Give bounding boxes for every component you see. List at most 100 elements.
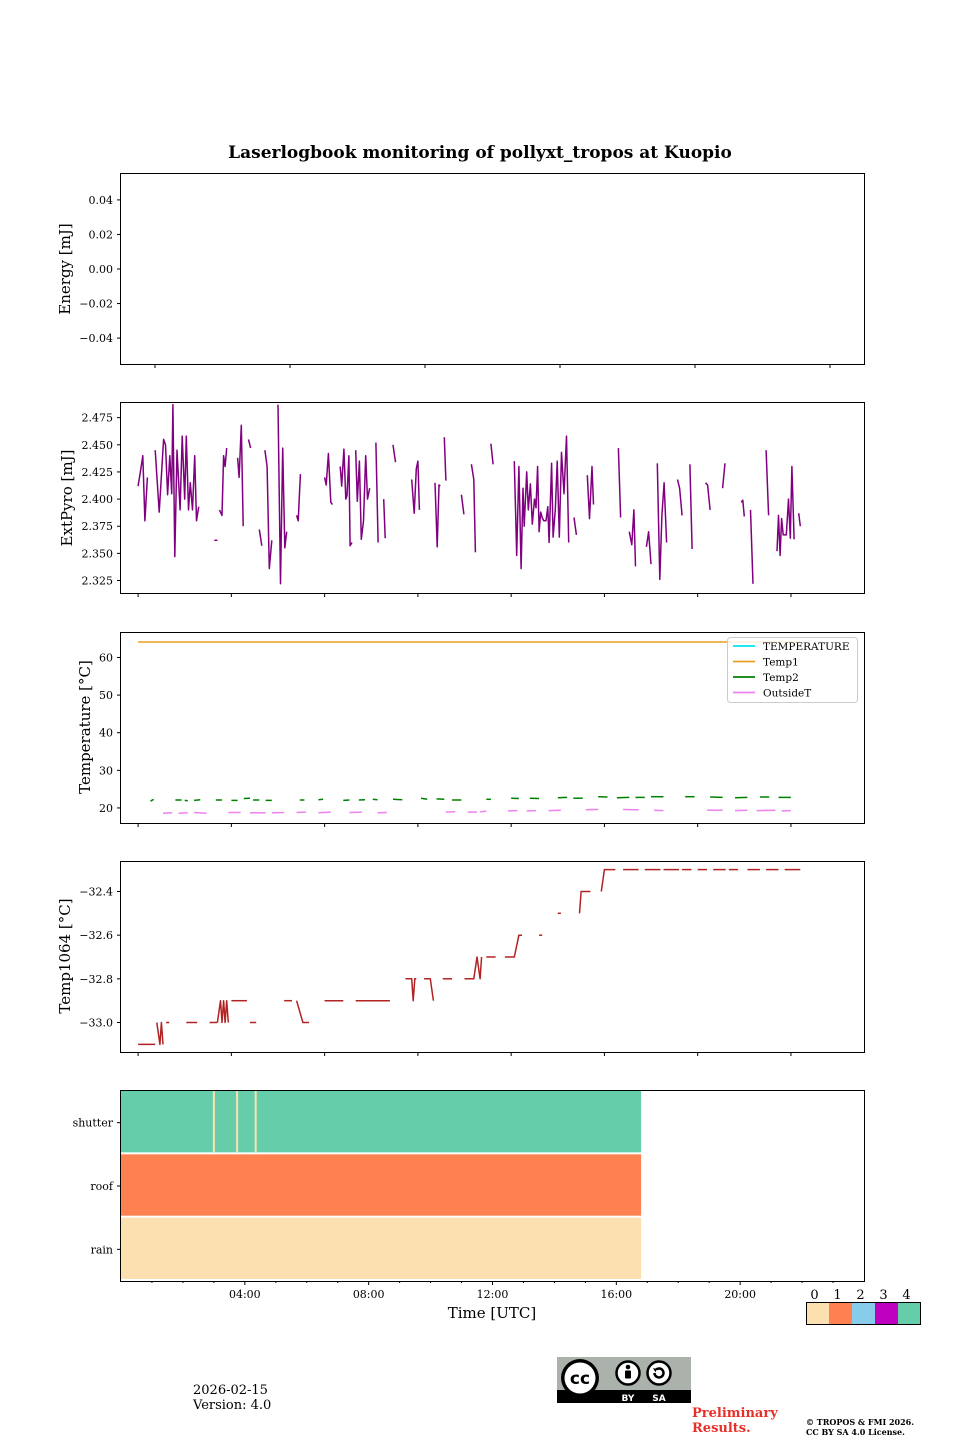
extpyro-line-segment [765, 450, 770, 516]
temp1064-panel: −32.4 −32.6 −32.8 −33.0 Temp1064 [°C] [56, 861, 865, 1056]
extpyro-line-segment [323, 452, 334, 505]
status-cell-shutter-gap [254, 1091, 257, 1153]
status-cell-shutter-gap [212, 1091, 215, 1153]
legend-label-temp1: Temp1 [763, 657, 799, 669]
legend-label-outsidet: OutsideT [763, 688, 811, 700]
energy-ylabel: Energy [mJ] [56, 223, 74, 314]
xtick-label: 04:00 [229, 1288, 261, 1301]
temperature-axes-frame [120, 632, 865, 824]
extpyro-line-segment [277, 404, 288, 585]
ytick-label: 2.450 [82, 439, 114, 452]
extpyro-panel: 2.475 2.450 2.425 2.400 2.375 2.350 2.325 ExtP… [58, 402, 865, 597]
temperature-ylabel: Temperature [°C] [76, 660, 94, 794]
row-label-shutter: shutter [73, 1117, 114, 1130]
t1064-line-segment [578, 890, 591, 914]
extpyro-line-segment [586, 465, 595, 520]
extpyro-line-segment [573, 517, 578, 536]
status-cell-shutter [121, 1091, 642, 1153]
extpyro-line-segment [137, 454, 149, 522]
temperature-legend: TEMPERATURE Temp1 Temp2 OutsideT [727, 637, 858, 703]
extpyro-line-segment [375, 442, 379, 543]
ytick-label: −33.0 [79, 1017, 113, 1030]
sa-label: SA [652, 1394, 665, 1403]
status-xlabel: Time [UTC] [448, 1304, 537, 1322]
extpyro-line-segment [218, 448, 228, 517]
extpyro-axes-frame [120, 402, 865, 594]
ytick-label: 2.400 [82, 493, 114, 506]
outsidet-line-segment [194, 811, 207, 814]
colorbar-swatch-2 [852, 1302, 875, 1325]
extpyro-ylabel: ExtPyro [mJ] [58, 450, 76, 547]
temp2-line-segment [150, 798, 154, 802]
extpyro-line-segment [656, 463, 668, 581]
status-panel: shutter roof rain 04:00 08:00 12:00 16:00 20:0… [73, 1090, 865, 1322]
ytick-label: 0.00 [89, 263, 114, 276]
colorbar-label-2: 2 [856, 1288, 864, 1303]
temp2-line-segment [194, 798, 201, 802]
outsidet-line-segment [318, 811, 331, 814]
ytick-label: 2.475 [82, 412, 114, 425]
ytick-label: 40 [99, 727, 113, 740]
xtick-label: 20:00 [724, 1288, 756, 1301]
extpyro-line-segment [295, 474, 302, 522]
colorbar-swatch-0 [806, 1302, 829, 1325]
colorbar-label-4: 4 [902, 1288, 910, 1303]
extpyro-line-segment [513, 435, 570, 570]
colorbar-swatch-3 [875, 1302, 898, 1325]
colorbar-label-3: 3 [879, 1288, 887, 1303]
ytick-label: 2.425 [82, 466, 114, 479]
xtick-label: 16:00 [600, 1288, 632, 1301]
cc-icon-label: cc [570, 1369, 590, 1389]
legend-label-temperature: TEMPERATURE [763, 641, 850, 653]
ytick-label: 30 [99, 764, 113, 777]
extpyro-line-segment [154, 403, 200, 558]
ytick-label: −32.6 [79, 929, 113, 942]
preliminary-line1: Preliminary [692, 1406, 778, 1421]
ytick-label: −0.02 [79, 298, 113, 311]
colorbar-swatch-4 [898, 1302, 921, 1325]
extpyro-line-segment [392, 444, 397, 463]
status-cell-roof [121, 1154, 642, 1216]
colorbar-swatch-1 [829, 1302, 852, 1325]
t1064-line-segment [504, 934, 522, 958]
t1064-line-segment [156, 1021, 164, 1046]
cc-circle-inner [564, 1362, 596, 1394]
preliminary-line2: Results. [692, 1421, 751, 1436]
sa-icon-arrow [653, 1367, 665, 1379]
footer-version: Version: 4.0 [193, 1398, 272, 1413]
footer-date-version: 2026-02-15 Version: 4.0 [193, 1383, 271, 1413]
xtick-label: 12:00 [477, 1288, 509, 1301]
extpyro-line-segment [749, 509, 754, 584]
t1064-line-segment [600, 868, 616, 892]
temp2-line-segment [420, 797, 428, 801]
t1064-line-segment [216, 999, 230, 1024]
extpyro-line-segment [410, 460, 421, 514]
energy-panel: 0.04 0.02 0.00 −0.02 −0.04 Energy [mJ] [56, 173, 865, 368]
extpyro-line-segment [740, 499, 746, 517]
ytick-label: 60 [99, 651, 113, 664]
sa-icon [646, 1360, 672, 1386]
cc-by-sa-logo: cc BY SA [557, 1357, 691, 1403]
legend-label-temp2: Temp2 [763, 672, 799, 684]
energy-axes-frame [120, 173, 865, 365]
colorbar-frame [806, 1302, 921, 1325]
ytick-label: −0.04 [79, 332, 113, 345]
extpyro-line-segment [676, 479, 683, 516]
colorbar-label-1: 1 [833, 1288, 841, 1303]
by-label: BY [622, 1394, 635, 1403]
ytick-label: −32.8 [79, 973, 113, 986]
extpyro-line-segment [797, 513, 802, 527]
copyright-line2: CC BY SA 4.0 License. [806, 1427, 905, 1437]
ytick-label: 2.350 [82, 547, 114, 560]
footer-date: 2026-02-15 [193, 1383, 268, 1398]
extpyro-line-segment [339, 448, 353, 547]
status-cell-shutter-gap [236, 1091, 239, 1153]
ytick-label: −32.4 [79, 885, 113, 898]
sa-icon-arrowhead [653, 1368, 657, 1373]
ytick-label: 50 [99, 689, 113, 702]
extpyro-line-segment [264, 450, 273, 570]
extpyro-line-segment [247, 439, 252, 449]
copyright-line1: © TROPOS & FMI 2026. [806, 1417, 915, 1427]
t1064-line-segment [295, 1000, 310, 1024]
